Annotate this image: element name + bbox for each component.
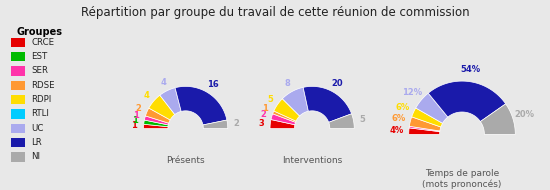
Polygon shape: [145, 108, 170, 123]
Text: RDPI: RDPI: [31, 95, 52, 104]
Text: NI: NI: [31, 152, 40, 161]
Text: 4%: 4%: [390, 126, 404, 135]
Polygon shape: [303, 86, 351, 122]
Text: 6%: 6%: [395, 103, 410, 112]
Text: 4: 4: [160, 78, 166, 87]
Polygon shape: [149, 95, 175, 120]
FancyBboxPatch shape: [11, 38, 25, 47]
Text: 1: 1: [132, 116, 138, 125]
Text: RDSE: RDSE: [31, 81, 55, 90]
Text: Temps de parole
(mots prononcés): Temps de parole (mots prononcés): [422, 169, 502, 189]
Text: Groupes: Groupes: [16, 28, 62, 37]
Text: 2: 2: [260, 109, 266, 119]
Polygon shape: [270, 120, 295, 128]
Text: EST: EST: [31, 52, 47, 61]
Text: 1: 1: [131, 121, 138, 130]
Text: CRCE: CRCE: [31, 38, 54, 47]
FancyBboxPatch shape: [11, 66, 25, 76]
Polygon shape: [282, 87, 309, 116]
Text: 1: 1: [262, 104, 268, 113]
Text: SER: SER: [31, 66, 48, 75]
Text: 20: 20: [331, 79, 343, 88]
FancyBboxPatch shape: [11, 95, 25, 104]
FancyBboxPatch shape: [11, 109, 25, 119]
Polygon shape: [409, 117, 441, 131]
Text: 6%: 6%: [392, 114, 406, 123]
FancyBboxPatch shape: [11, 138, 25, 147]
Text: 16: 16: [207, 80, 219, 89]
FancyBboxPatch shape: [11, 152, 25, 162]
Polygon shape: [409, 126, 440, 132]
Text: 20%: 20%: [514, 110, 534, 119]
Text: 5: 5: [267, 95, 273, 104]
Polygon shape: [329, 114, 354, 128]
Text: Interventions: Interventions: [282, 156, 342, 165]
Polygon shape: [175, 86, 227, 125]
FancyBboxPatch shape: [11, 81, 25, 90]
Text: 2: 2: [135, 104, 141, 113]
Polygon shape: [203, 120, 228, 128]
Text: 1: 1: [133, 111, 139, 120]
Polygon shape: [412, 108, 443, 127]
Polygon shape: [144, 120, 168, 127]
Polygon shape: [144, 124, 168, 128]
Polygon shape: [480, 104, 515, 134]
Text: RTLI: RTLI: [31, 109, 49, 118]
Text: 54%: 54%: [461, 66, 481, 74]
Text: Présents: Présents: [166, 156, 205, 165]
Polygon shape: [160, 88, 181, 115]
Text: 4: 4: [144, 91, 150, 100]
Polygon shape: [416, 93, 448, 123]
Polygon shape: [409, 128, 440, 134]
FancyBboxPatch shape: [11, 124, 25, 133]
Polygon shape: [271, 114, 295, 125]
Polygon shape: [274, 99, 300, 121]
Text: LR: LR: [31, 138, 42, 147]
Text: 3: 3: [258, 119, 264, 127]
FancyBboxPatch shape: [11, 52, 25, 61]
Polygon shape: [273, 111, 296, 122]
Text: 12%: 12%: [402, 88, 422, 97]
Text: 2: 2: [234, 119, 240, 128]
Text: UC: UC: [31, 124, 43, 133]
Polygon shape: [145, 116, 169, 125]
Text: 8: 8: [285, 79, 290, 88]
Polygon shape: [428, 81, 505, 122]
Text: Répartition par groupe du travail de cette réunion de commission: Répartition par groupe du travail de cet…: [81, 6, 469, 19]
Text: 5: 5: [360, 115, 366, 124]
